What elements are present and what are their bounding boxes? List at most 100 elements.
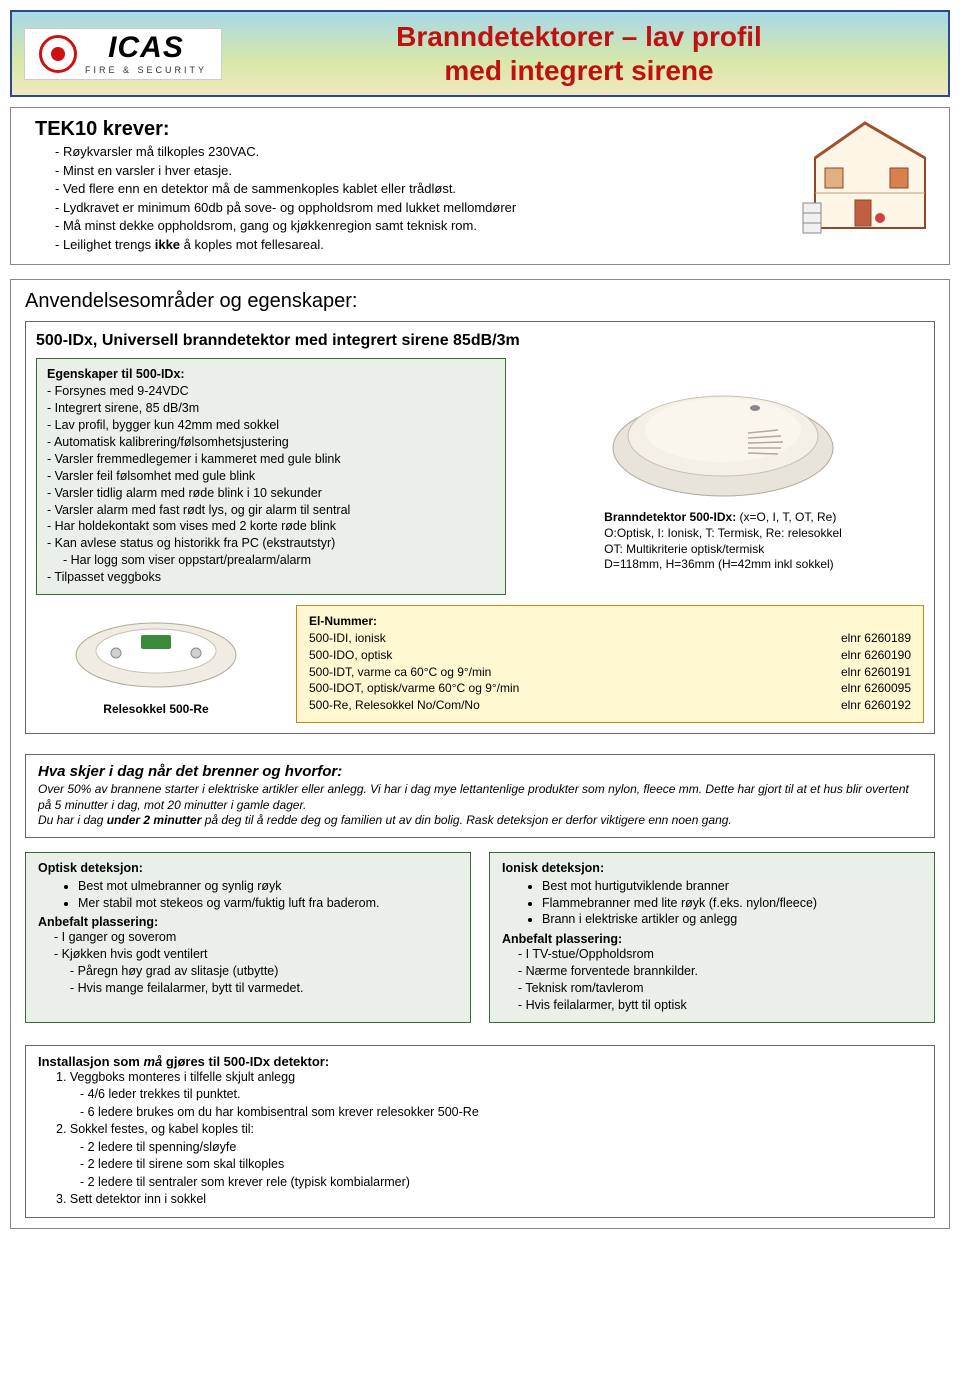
info-body2b: under 2 minutter: [107, 813, 202, 827]
tek10-section: TEK10 krever: - Røykvarsler må tilkoples…: [10, 107, 950, 265]
detect-line: - Hvis feilalarmer, bytt til optisk: [502, 997, 922, 1014]
elnr-right: elnr 6260189: [841, 630, 911, 647]
list-item: Mer stabil mot stekeos og varm/fuktig lu…: [78, 895, 458, 912]
detector-sub-title: 500-IDx, Universell branndetektor med in…: [36, 332, 924, 350]
props-line: - Tilpasset veggboks: [47, 569, 495, 586]
cap-l3: OT: Multikriterie optisk/termisk: [604, 542, 764, 556]
detector-sub-box: 500-IDx, Universell branndetektor med in…: [25, 321, 935, 733]
cap-l4: D=118mm, H=36mm (H=42mm inkl sokkel): [604, 557, 834, 571]
elnr-left: 500-IDT, varme ca 60°C og 9°/min: [309, 664, 491, 681]
detect-line: - Kjøkken hvis godt ventilert: [38, 946, 458, 963]
inst-tb: må: [143, 1054, 162, 1069]
install-box: Installasjon som må gjøres til 500-IDx d…: [25, 1045, 935, 1218]
optisk-title: Optisk deteksjon:: [38, 861, 458, 875]
elnr-left: 500-IDOT, optisk/varme 60°C og 9°/min: [309, 680, 519, 697]
elnr-left: 500-Re, Relesokkel No/Com/No: [309, 697, 480, 714]
page-title: Branndetektorer – lav profil med integre…: [222, 20, 936, 87]
cap-rest: (x=O, I, T, OT, Re): [736, 510, 836, 524]
title-line1: Branndetektorer – lav profil: [396, 21, 762, 52]
info-body2c: på deg til å redde deg og familien ut av…: [201, 813, 731, 827]
elnr-right: elnr 6260190: [841, 647, 911, 664]
list-item: Best mot hurtigutviklende branner: [542, 878, 922, 895]
list-item: Best mot ulmebranner og synlig røyk: [78, 878, 458, 895]
elnr-row: 500-IDT, varme ca 60°C og 9°/min elnr 626…: [309, 664, 911, 681]
props-line: - Varsler alarm med fast rødt lys, og gi…: [47, 502, 495, 519]
ionisk-sub: Anbefalt plassering:: [502, 932, 922, 946]
tek-item: - Røykvarsler må tilkoples 230VAC.: [55, 143, 775, 161]
detector-figure: Branndetektor 500-IDx: (x=O, I, T, OT, R…: [522, 358, 924, 572]
tek-item: - Minst en varsler i hver etasje.: [55, 162, 775, 180]
ionisk-title: Ionisk deteksjon:: [502, 861, 922, 875]
props-line: - Integrert sirene, 85 dB/3m: [47, 400, 495, 417]
info-body1: Over 50% av brannene starter i elektrisk…: [38, 782, 909, 812]
props-line: - Har holdekontakt som vises med 2 korte…: [47, 518, 495, 535]
socket-figure: Relesokkel 500-Re: [36, 605, 276, 716]
area-title: Anvendelsesområder og egenskaper:: [25, 290, 935, 313]
inst-tc: gjøres til 500-IDx detektor:: [162, 1054, 329, 1069]
tek-item: - Lydkravet er minimum 60db på sove- og …: [55, 199, 775, 217]
install-line: - 6 ledere brukes om du har kombisentral…: [38, 1104, 922, 1122]
install-line: 3. Sett detektor inn i sokkel: [38, 1191, 922, 1209]
tek10-title: TEK10 krever:: [35, 118, 775, 141]
socket-image: [66, 605, 246, 695]
props-line: - Forsynes med 9-24VDC: [47, 383, 495, 400]
building-illustration: [795, 118, 935, 248]
application-area-section: Anvendelsesområder og egenskaper: 500-ID…: [10, 279, 950, 1228]
elnr-box: El-Nummer: 500-IDI, ioniskelnr 626018950…: [296, 605, 924, 723]
inst-ta: Installasjon som: [38, 1054, 143, 1069]
detect-line: - Nærme forventede brannkilder.: [502, 963, 922, 980]
props-line: - Automatisk kalibrering/følsomhetsjuste…: [47, 434, 495, 451]
title-line2: med integrert sirene: [444, 55, 713, 86]
logo-sub-text: FIRE & SECURITY: [85, 65, 207, 75]
elnr-row: 500-Re, Relesokkel No/Com/No elnr 6260192: [309, 697, 911, 714]
detector-image: [593, 358, 853, 508]
install-line: - 2 ledere til sentraler som krever rele…: [38, 1174, 922, 1192]
info-title: Hva skjer i dag når det brenner og hvorf…: [38, 763, 922, 780]
list-item: Brann i elektriske artikler og anlegg: [542, 911, 922, 928]
info-body: Over 50% av brannene starter i elektrisk…: [38, 782, 922, 829]
install-line: - 4/6 leder trekkes til punktet.: [38, 1086, 922, 1104]
detect-line: - I TV-stue/Oppholdsrom: [502, 946, 922, 963]
optisk-box: Optisk deteksjon: Best mot ulmebranner o…: [25, 852, 471, 1023]
elnr-title: El-Nummer:: [309, 614, 911, 628]
install-line: 2. Sokkel festes, og kabel koples til:: [38, 1121, 922, 1139]
elnr-right: elnr 6260191: [841, 664, 911, 681]
elnr-row: 500-IDO, optisk elnr 6260190: [309, 647, 911, 664]
install-line: - 2 ledere til spenning/sløyfe: [38, 1139, 922, 1157]
logo: ICAS FIRE & SECURITY: [24, 28, 222, 80]
props-line: - Varsler fremmedlegemer i kammeret med …: [47, 451, 495, 468]
header-banner: ICAS FIRE & SECURITY Branndetektorer – l…: [10, 10, 950, 97]
elnr-right: elnr 6260192: [841, 697, 911, 714]
detect-line: - Hvis mange feilalarmer, bytt til varme…: [38, 980, 458, 997]
tek-item: - Ved flere enn en detektor må de sammen…: [55, 180, 775, 198]
detect-line: - Teknisk rom/tavlerom: [502, 980, 922, 997]
props-line: - Kan avlese status og historikk fra PC …: [47, 535, 495, 552]
elnr-row: 500-IDI, ioniskelnr 6260189: [309, 630, 911, 647]
optisk-sub: Anbefalt plassering:: [38, 915, 458, 929]
logo-main-text: ICAS: [108, 33, 184, 63]
list-item: Flammebranner med lite røyk (f.eks. nylo…: [542, 895, 922, 912]
logo-icon: [39, 35, 77, 73]
cap-l2: O:Optisk, I: Ionisk, T: Termisk, Re: rel…: [604, 526, 842, 540]
info-body2a: Du har i dag: [38, 813, 107, 827]
detector-caption: Branndetektor 500-IDx: (x=O, I, T, OT, R…: [594, 510, 852, 572]
install-line: - 2 ledere til sirene som skal tilkoples: [38, 1156, 922, 1174]
fire-info-box: Hva skjer i dag når det brenner og hvorf…: [25, 754, 935, 838]
install-line: 1. Veggboks monteres i tilfelle skjult a…: [38, 1069, 922, 1087]
props-line: - Har logg som viser oppstart/prealarm/a…: [47, 552, 495, 569]
tek-item: - Leilighet trengs ikke å koples mot fel…: [55, 236, 775, 254]
detect-line: - Påregn høy grad av slitasje (utbytte): [38, 963, 458, 980]
elnr-row: 500-IDOT, optisk/varme 60°C og 9°/min eln…: [309, 680, 911, 697]
elnr-right: elnr 6260095: [841, 680, 911, 697]
props-header: Egenskaper til 500-IDx:: [47, 367, 495, 381]
properties-box: Egenskaper til 500-IDx: - Forsynes med 9…: [36, 358, 506, 595]
detect-line: - I ganger og soverom: [38, 929, 458, 946]
tek-item: - Må minst dekke oppholdsrom, gang og kj…: [55, 217, 775, 235]
detection-row: Optisk deteksjon: Best mot ulmebranner o…: [25, 852, 935, 1023]
props-line: - Varsler tidlig alarm med røde blink i …: [47, 485, 495, 502]
ionisk-box: Ionisk deteksjon: Best mot hurtigutvikle…: [489, 852, 935, 1023]
elnr-left: 500-IDO, optisk: [309, 647, 392, 664]
props-line: - Lav profil, bygger kun 42mm med sokkel: [47, 417, 495, 434]
install-title: Installasjon som må gjøres til 500-IDx d…: [38, 1054, 922, 1069]
socket-caption: Relesokkel 500-Re: [36, 702, 276, 716]
